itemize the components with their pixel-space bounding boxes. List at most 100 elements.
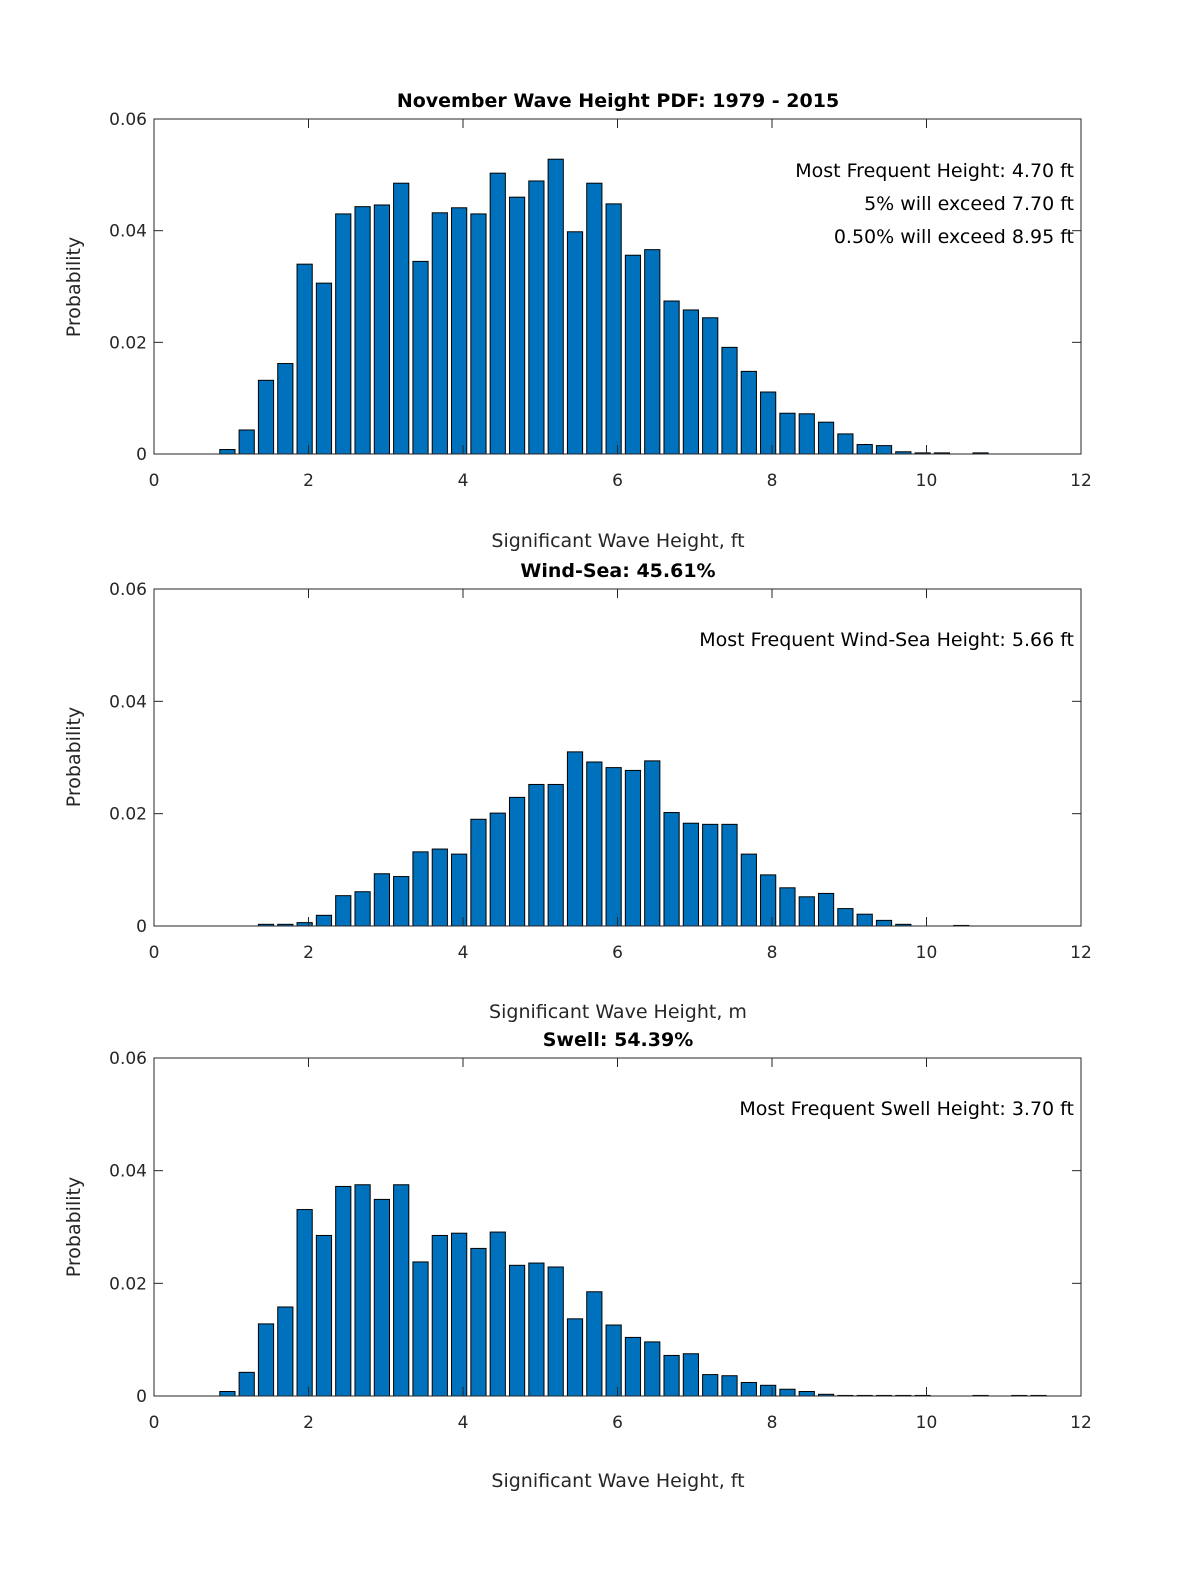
bar bbox=[566, 751, 584, 927]
x-tick-label: 8 bbox=[767, 471, 778, 491]
y-tick-label: 0.06 bbox=[109, 1049, 147, 1069]
x-tick-label: 6 bbox=[612, 471, 623, 491]
bar bbox=[431, 212, 448, 455]
bar bbox=[489, 812, 506, 927]
ticks: 0 2 4 6 8 10 12 0 0.02 0.04 0.06 bbox=[109, 110, 1092, 491]
bar bbox=[702, 1374, 719, 1397]
x-axis-label: Significant Wave Height, ft bbox=[491, 1470, 744, 1492]
x-tick-label: 10 bbox=[916, 943, 938, 963]
chart-title: Swell: 54.39% bbox=[543, 1029, 694, 1051]
y-tick-label: 0.02 bbox=[109, 1274, 147, 1294]
y-tick-label: 0 bbox=[136, 917, 147, 937]
bar bbox=[528, 1262, 545, 1397]
x-tick-label: 2 bbox=[303, 943, 314, 963]
bar bbox=[451, 853, 468, 927]
x-tick-label: 0 bbox=[149, 943, 160, 963]
bar bbox=[335, 1185, 352, 1397]
bar bbox=[779, 412, 796, 455]
y-tick-label: 0.04 bbox=[109, 1162, 147, 1182]
bar bbox=[837, 433, 854, 455]
x-tick-label: 12 bbox=[1070, 471, 1092, 491]
bar bbox=[663, 300, 680, 455]
bar bbox=[644, 1341, 661, 1397]
bar bbox=[431, 848, 448, 927]
chart-title: Wind-Sea: 45.61% bbox=[520, 560, 715, 582]
bar bbox=[682, 309, 699, 455]
bar bbox=[431, 1234, 448, 1397]
ticks: 0 2 4 6 8 10 12 0 0.02 0.04 0.06 bbox=[109, 580, 1092, 963]
bar bbox=[798, 896, 815, 927]
bar bbox=[566, 1318, 584, 1397]
panel-wind-sea: Wind-Sea: 45.61% 0 2 4 6 8 10 1200.020.040.06 … bbox=[63, 560, 1092, 1023]
x-tick-label: 12 bbox=[1070, 1413, 1092, 1433]
bar bbox=[702, 823, 719, 927]
x-axis-label: Significant Wave Height, m bbox=[489, 1001, 747, 1023]
y-tick-label: 0 bbox=[136, 445, 147, 465]
bar bbox=[721, 346, 738, 455]
bar bbox=[277, 363, 294, 455]
bar bbox=[779, 1388, 796, 1397]
bar bbox=[296, 922, 313, 927]
bar bbox=[489, 1231, 506, 1397]
bar bbox=[412, 851, 429, 927]
bar bbox=[721, 1375, 738, 1397]
bar bbox=[277, 1306, 294, 1397]
x-tick-label: 2 bbox=[303, 471, 314, 491]
x-tick-label: 0 bbox=[149, 1413, 160, 1433]
bar bbox=[837, 908, 854, 927]
bar bbox=[238, 429, 255, 455]
bar bbox=[682, 1353, 699, 1397]
y-tick-label: 0.04 bbox=[109, 222, 147, 242]
bar bbox=[586, 182, 603, 455]
bar bbox=[373, 873, 390, 927]
bar bbox=[470, 1247, 487, 1397]
panel-total: November Wave Height PDF: 1979 - 2015 0 2… bbox=[63, 90, 1092, 552]
bar bbox=[373, 1198, 390, 1397]
bar bbox=[817, 421, 835, 455]
bar bbox=[798, 413, 815, 455]
bar bbox=[354, 891, 371, 927]
annotation-0-5pct-exceed: 0.50% will exceed 8.95 ft bbox=[834, 226, 1074, 248]
bar bbox=[393, 876, 410, 927]
x-tick-label: 10 bbox=[916, 471, 938, 491]
bar bbox=[547, 1266, 564, 1397]
bar bbox=[219, 449, 236, 455]
bar bbox=[644, 760, 661, 927]
bar bbox=[296, 1209, 313, 1397]
annotation-5pct-exceed: 5% will exceed 7.70 ft bbox=[864, 193, 1074, 215]
bar bbox=[393, 182, 410, 455]
y-tick-label: 0.02 bbox=[109, 333, 147, 353]
bar bbox=[547, 158, 564, 455]
bar bbox=[624, 1336, 642, 1397]
bar bbox=[817, 892, 835, 927]
bar bbox=[528, 180, 545, 455]
bar bbox=[586, 1291, 603, 1397]
bar bbox=[702, 317, 719, 455]
bars bbox=[257, 751, 970, 927]
x-axis-label: Significant Wave Height, ft bbox=[491, 530, 744, 552]
annotation-most-frequent: Most Frequent Wind-Sea Height: 5.66 ft bbox=[699, 629, 1074, 651]
y-axis-label: Probability bbox=[63, 1177, 85, 1277]
bar bbox=[412, 260, 429, 455]
bar bbox=[335, 213, 352, 455]
bar bbox=[760, 1384, 777, 1397]
bar bbox=[296, 263, 313, 455]
bars bbox=[219, 1184, 1047, 1397]
bar bbox=[566, 231, 584, 455]
bars bbox=[219, 158, 989, 455]
annotation-most-frequent: Most Frequent Swell Height: 3.70 ft bbox=[739, 1098, 1074, 1120]
bar bbox=[875, 919, 893, 927]
bar bbox=[508, 1264, 526, 1397]
bar bbox=[315, 914, 333, 927]
bar bbox=[354, 206, 371, 455]
x-tick-label: 2 bbox=[303, 1413, 314, 1433]
x-tick-label: 8 bbox=[767, 1413, 778, 1433]
bar bbox=[508, 196, 526, 455]
bar bbox=[219, 1390, 236, 1397]
bar bbox=[508, 796, 526, 927]
bar bbox=[315, 1234, 333, 1397]
y-tick-label: 0.02 bbox=[109, 805, 147, 825]
x-tick-label: 12 bbox=[1070, 943, 1092, 963]
y-axis-label: Probability bbox=[63, 237, 85, 337]
